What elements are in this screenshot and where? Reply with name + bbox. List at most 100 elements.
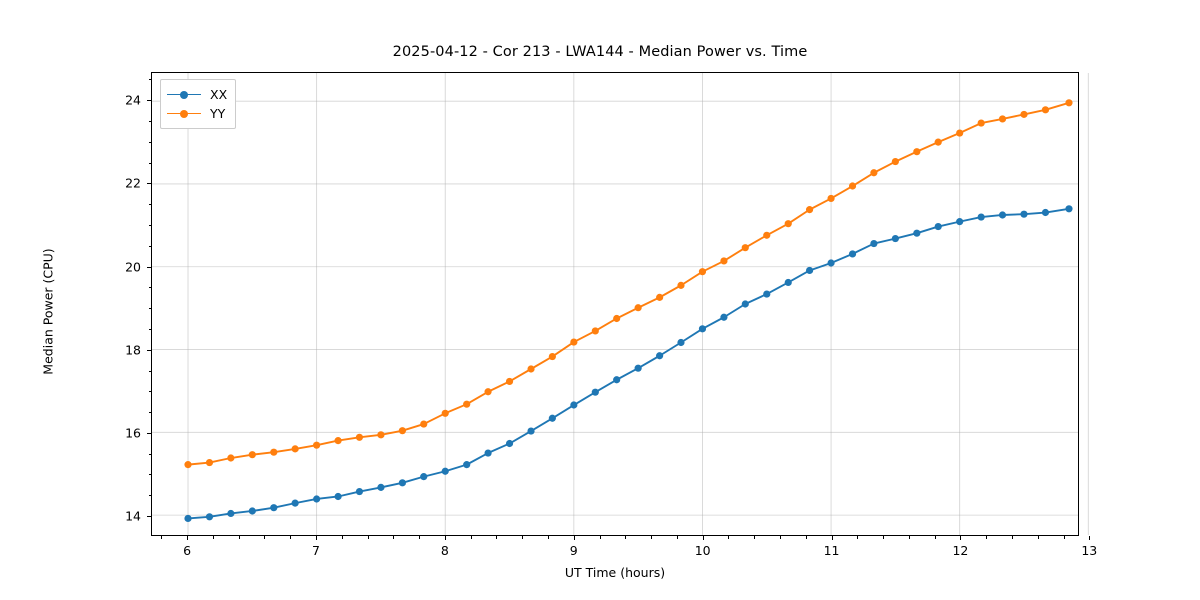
data-point-xx (827, 259, 835, 267)
data-point-yy (484, 388, 492, 396)
data-point-yy (848, 182, 857, 190)
data-point-xx (870, 239, 878, 248)
x-tick-label: 11 (823, 543, 840, 558)
data-point-yy (677, 281, 685, 289)
y-tick-mark-minor (149, 79, 152, 81)
data-point-yy (891, 158, 899, 166)
x-tick-mark-minor (857, 536, 859, 539)
x-tick-mark-minor (779, 536, 781, 539)
y-tick-mark-minor (149, 495, 152, 497)
data-point-yy (334, 437, 342, 445)
x-tick-label: 10 (694, 543, 711, 558)
data-point-xx (741, 300, 749, 308)
legend-swatch-yy (167, 107, 201, 121)
y-tick-label: 14 (125, 508, 141, 524)
data-point-yy (291, 445, 299, 453)
x-tick-label: 6 (183, 543, 192, 558)
legend-item-yy[interactable]: YY (167, 104, 227, 123)
data-point-yy (1020, 110, 1028, 118)
y-tick-mark (147, 100, 151, 102)
data-point-yy (377, 431, 385, 439)
y-tick-mark (147, 266, 151, 268)
data-point-xx (398, 479, 407, 487)
x-tick-mark (444, 536, 446, 540)
y-tick-label: 18 (125, 342, 141, 358)
x-tick-mark-minor (986, 536, 988, 539)
data-point-yy (570, 338, 578, 346)
data-point-xx (913, 229, 921, 237)
data-point-xx (934, 223, 942, 231)
x-tick-mark-minor (908, 536, 910, 539)
data-point-xx (570, 401, 578, 409)
data-point-xx (505, 439, 514, 448)
data-point-yy (613, 314, 621, 323)
series-line-xx (187, 207, 1070, 520)
y-tick-mark-minor (149, 225, 152, 226)
x-tick-label: 12 (952, 543, 969, 558)
legend-item-xx[interactable]: XX (167, 85, 227, 104)
x-tick-mark (831, 536, 833, 540)
data-point-yy (827, 194, 835, 203)
y-tick-mark (147, 349, 151, 351)
y-tick-label: 22 (125, 175, 141, 191)
data-point-yy (998, 115, 1007, 123)
data-point-xx (377, 483, 385, 491)
data-point-xx (763, 290, 771, 298)
y-axis-label: Median Power (CPU) (40, 248, 56, 375)
y-tick-mark-minor (149, 328, 152, 330)
data-point-xx (613, 376, 621, 384)
data-point-yy (977, 119, 985, 127)
x-tick-mark-minor (290, 536, 292, 539)
chart-legend[interactable]: XX YY (160, 79, 237, 129)
data-point-xx (1020, 210, 1028, 218)
data-point-yy (355, 433, 364, 441)
data-point-yy (184, 461, 192, 469)
x-axis-label: UT Time (hours) (564, 565, 666, 580)
data-point-yy (463, 400, 471, 408)
data-point-yy (548, 352, 556, 361)
data-point-xx (441, 467, 449, 475)
data-point-xx (784, 278, 792, 287)
x-tick-mark (960, 536, 962, 540)
x-tick-mark-minor (238, 536, 240, 539)
y-tick-mark-minor (149, 162, 152, 164)
y-tick-label: 24 (125, 92, 141, 108)
y-tick-mark-minor (149, 474, 152, 476)
x-tick-mark-minor (754, 536, 756, 539)
x-tick-mark (187, 536, 189, 540)
data-point-xx (334, 492, 342, 501)
x-tick-mark-minor (1063, 536, 1065, 539)
x-tick-label: 8 (440, 543, 449, 558)
data-point-xx (634, 364, 642, 372)
x-tick-mark-minor (547, 536, 549, 539)
x-tick-mark-minor (212, 536, 214, 539)
x-tick-mark-minor (728, 536, 730, 539)
data-point-yy (505, 377, 514, 385)
x-tick-mark (702, 536, 704, 540)
x-tick-mark-minor (805, 536, 807, 539)
y-tick-mark-minor (149, 204, 152, 206)
grid-layer (152, 73, 1089, 535)
data-point-xx (484, 449, 492, 457)
x-tick-mark-minor (599, 536, 601, 539)
data-point-xx (977, 213, 985, 221)
y-tick-label: 16 (125, 425, 141, 441)
x-tick-mark (573, 536, 575, 540)
legend-marker-glyph (180, 110, 188, 118)
x-tick-mark-minor (419, 536, 421, 539)
y-tick-mark-minor (149, 308, 152, 310)
data-point-xx (1041, 208, 1050, 217)
data-point-yy (248, 451, 256, 459)
data-point-xx (227, 509, 235, 518)
data-point-xx (1065, 205, 1073, 213)
data-point-xx (420, 473, 428, 481)
data-point-xx (805, 266, 814, 275)
chart-title: 2025-04-12 - Cor 213 - LWA144 - Median P… (392, 44, 808, 60)
legend-marker-glyph (180, 91, 188, 99)
x-tick-mark-minor (625, 536, 627, 539)
data-point-yy (313, 441, 321, 449)
y-tick-mark-minor (149, 412, 152, 414)
y-tick-mark (147, 432, 151, 434)
x-tick-mark-minor (883, 536, 885, 539)
x-tick-mark-minor (1011, 536, 1013, 539)
